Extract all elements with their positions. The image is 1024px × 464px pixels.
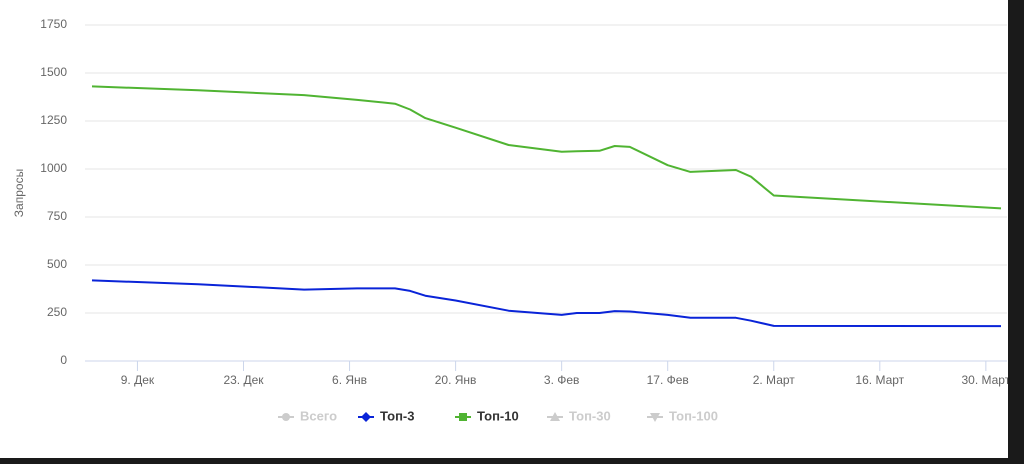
legend-marker — [459, 413, 467, 421]
y-axis-label: Запросы — [12, 169, 26, 217]
legend-marker — [361, 412, 371, 422]
legend-marker — [550, 412, 560, 421]
y-tick-label: 1250 — [40, 113, 67, 127]
series-line — [91, 279, 1002, 328]
x-tick-label: 9. Дек — [121, 373, 155, 387]
legend-item[interactable]: Топ-3 — [358, 408, 414, 423]
legend-item[interactable]: Топ-10 — [455, 408, 519, 423]
legend-item[interactable]: Топ-100 — [647, 408, 718, 423]
legend-item[interactable]: Топ-30 — [547, 408, 611, 423]
chart: Запросы 0 250 500 750 1000 1250 1500 1750 9. Дек… — [0, 0, 1008, 458]
y-tick-label: 1000 — [40, 161, 67, 175]
legend-marker — [650, 413, 660, 422]
y-tick-label: 1750 — [40, 17, 67, 31]
series-line — [91, 85, 1002, 210]
legend-label: Топ-100 — [669, 408, 718, 423]
legend-label: Топ-30 — [569, 408, 611, 423]
legend-item[interactable]: Всего — [278, 408, 337, 423]
x-tick-label: 20. Янв — [435, 373, 477, 387]
y-tick-label: 0 — [60, 353, 67, 367]
x-tick-label: 16. Март — [855, 373, 904, 387]
legend-label: Топ-3 — [380, 408, 414, 423]
legend-marker — [282, 413, 290, 421]
x-tick-label: 17. Фев — [647, 373, 689, 387]
x-tick-label: 3. Фев — [544, 373, 580, 387]
y-tick-label: 750 — [47, 209, 67, 223]
x-tick-label: 6. Янв — [332, 373, 367, 387]
legend-label: Всего — [300, 408, 337, 423]
y-tick-label: 1500 — [40, 65, 67, 79]
x-tick-label: 23. Дек — [223, 373, 264, 387]
legend-label: Топ-10 — [477, 408, 519, 423]
y-tick-label: 250 — [47, 305, 67, 319]
x-tick-label: 2. Март — [753, 373, 796, 387]
y-tick-label: 500 — [47, 257, 67, 271]
x-tick-label: 30. Март — [961, 373, 1008, 387]
